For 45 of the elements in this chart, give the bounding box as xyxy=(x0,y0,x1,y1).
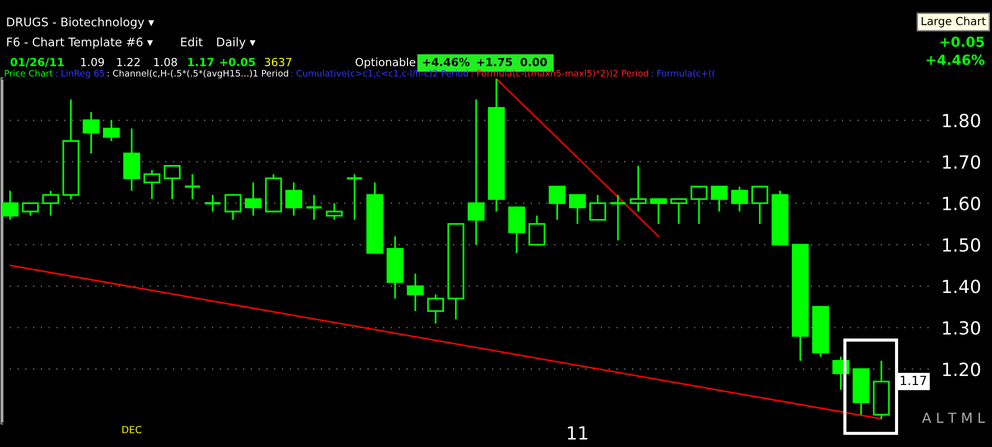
text: Daily ▾ xyxy=(217,37,256,49)
text: : Formula(c+(( xyxy=(652,70,715,78)
candlestick xyxy=(143,169,160,200)
text: +4.46% xyxy=(926,54,985,66)
x-tick-label: DEC xyxy=(122,426,142,434)
candlestick xyxy=(406,272,424,312)
candlestick xyxy=(386,236,404,300)
y-tick-label: 1.20 xyxy=(943,362,980,376)
text: Optionable xyxy=(356,58,416,68)
text: 01/26/11 xyxy=(10,58,64,68)
y-tick-label: 1.40 xyxy=(943,280,980,294)
candlestick xyxy=(488,78,505,212)
y-tick-label: 1.70 xyxy=(943,155,980,169)
text: Price Chart xyxy=(4,70,53,77)
text: +1.75 xyxy=(477,58,512,66)
text: Large Chart xyxy=(922,16,986,28)
x-tick-label: 11 xyxy=(568,426,588,440)
text: DRUGS - Biotechnology ▾ xyxy=(7,17,154,29)
candlestick xyxy=(305,194,323,221)
text: A L T M L xyxy=(922,412,985,423)
text: Edit xyxy=(181,37,203,46)
text: +4.46% xyxy=(423,58,470,66)
y-tick-label: 1.50 xyxy=(943,238,980,252)
text: F6 - Chart Template #6 ▾ xyxy=(7,37,153,49)
text: 0.00 xyxy=(520,58,547,66)
text: 1.22 xyxy=(117,58,140,66)
candlestick xyxy=(184,173,202,200)
text: : Cumulative(c>c1,c<c1,c-l/h-c)2 Period xyxy=(291,70,468,78)
text: 1.09 xyxy=(81,58,104,66)
y-tick-label: 1.60 xyxy=(943,196,980,210)
text: : Formula(c-((maxh5-maxl5)*2))2 Period xyxy=(472,70,648,78)
y-tick-label: 1.30 xyxy=(943,321,980,335)
text: : Channel(c,H-(.5*(.5*(avgH15...)1 Period xyxy=(108,70,288,78)
text: 1.17 xyxy=(188,58,214,66)
candlestick xyxy=(731,186,748,212)
text: 1.08 xyxy=(154,58,177,66)
candlestick xyxy=(609,194,627,242)
text: +0.05 xyxy=(220,58,255,66)
text: 1.17 xyxy=(900,376,926,385)
y-tick-label: 1.80 xyxy=(943,114,980,128)
candlestick xyxy=(468,98,485,246)
text: : LinReg 65 xyxy=(56,70,104,78)
text: +0.05 xyxy=(940,36,984,48)
candlestick xyxy=(123,128,140,192)
text: 3637 xyxy=(264,58,292,66)
